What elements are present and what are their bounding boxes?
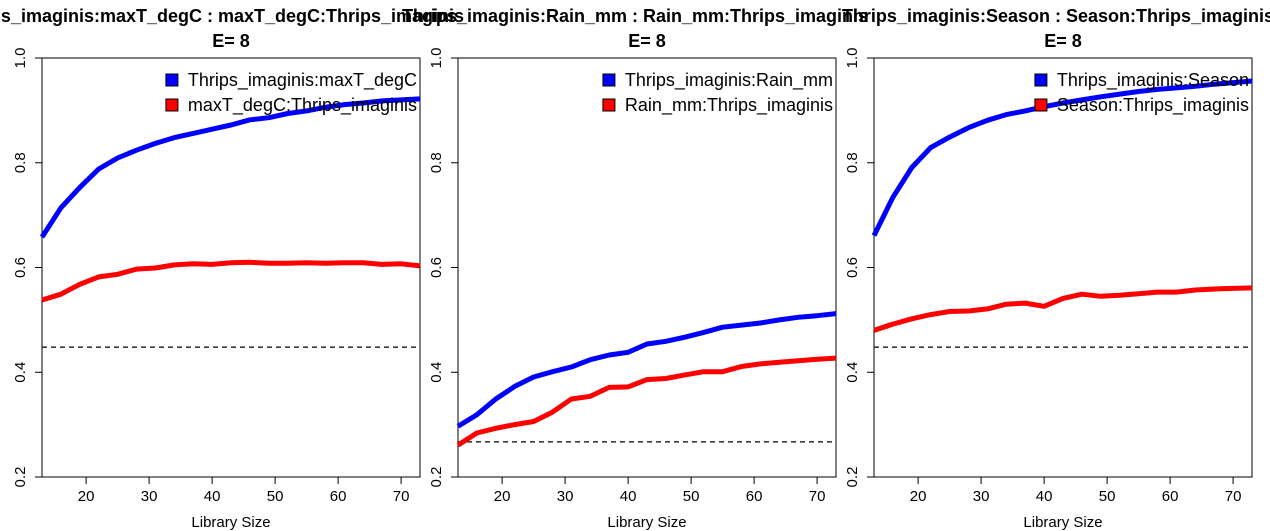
legend: Thrips_imaginis:Rain_mm Rain_mm:Thrips_im… xyxy=(602,70,833,116)
chart-subtitle: E= 8 xyxy=(1044,31,1082,51)
y-tick-label: 1.0 xyxy=(428,48,445,69)
legend-label: Thrips_imaginis:Rain_mm xyxy=(625,70,833,91)
x-axis-label: Library Size xyxy=(1023,514,1102,531)
y-tick-label: 0.2 xyxy=(844,467,861,488)
y-tick-label: 0.4 xyxy=(428,362,445,383)
y-tick-label: 1.0 xyxy=(12,48,29,69)
legend-swatch xyxy=(1034,98,1048,112)
chart-panel-3: Thrips_imaginis:Season : Season:Thrips_i… xyxy=(842,6,1270,531)
chart-title: Thrips_imaginis:Season : Season:Thrips_i… xyxy=(842,6,1270,26)
x-tick-label: 40 xyxy=(1036,488,1053,505)
x-tick-label: 20 xyxy=(494,488,511,505)
x-tick-label: 30 xyxy=(141,488,158,505)
x-axis-label: Library Size xyxy=(607,514,686,531)
legend-swatch xyxy=(602,73,616,87)
x-tick-label: 20 xyxy=(78,488,95,505)
x-tick-label: 40 xyxy=(204,488,221,505)
x-tick-label: 70 xyxy=(809,488,826,505)
y-tick-label: 0.4 xyxy=(12,362,29,383)
legend-swatch xyxy=(165,98,179,112)
y-tick-label: 0.2 xyxy=(12,467,29,488)
y-tick-label: 0.8 xyxy=(428,152,445,173)
x-tick-label: 60 xyxy=(746,488,763,505)
y-tick-label: 1.0 xyxy=(844,48,861,69)
x-tick-label: 40 xyxy=(620,488,637,505)
legend: Thrips_imaginis:Season Season:Thrips_imag… xyxy=(1034,70,1249,116)
x-tick-label: 70 xyxy=(1225,488,1242,505)
y-tick-label: 0.6 xyxy=(844,257,861,278)
y-tick-label: 0.6 xyxy=(12,257,29,278)
y-tick-label: 0.4 xyxy=(844,362,861,383)
x-tick-label: 70 xyxy=(393,488,410,505)
legend-label: Season:Thrips_imaginis xyxy=(1057,95,1249,116)
legend-label: Thrips_imaginis:maxT_degC xyxy=(188,70,417,91)
legend-swatch xyxy=(1034,73,1048,87)
x-tick-label: 20 xyxy=(910,488,927,505)
chart-panel-1: Thrips_imaginis:maxT_degC : maxT_degC:Th… xyxy=(0,6,464,531)
x-tick-label: 50 xyxy=(1099,488,1116,505)
y-tick-label: 0.6 xyxy=(428,257,445,278)
legend-swatch xyxy=(165,73,179,87)
x-tick-label: 50 xyxy=(683,488,700,505)
x-tick-label: 30 xyxy=(973,488,990,505)
chart-subtitle: E= 8 xyxy=(212,31,250,51)
x-tick-label: 60 xyxy=(330,488,347,505)
legend: Thrips_imaginis:maxT_degC maxT_degC:Thrip… xyxy=(165,70,417,116)
chart-subtitle: E= 8 xyxy=(628,31,666,51)
chart-title: Thrips_imaginis:Rain_mm : Rain_mm:Thrips… xyxy=(402,6,868,26)
legend-swatch xyxy=(602,98,616,112)
legend-label: Rain_mm:Thrips_imaginis xyxy=(625,95,833,116)
x-tick-label: 30 xyxy=(557,488,574,505)
x-tick-label: 50 xyxy=(267,488,284,505)
x-axis-label: Library Size xyxy=(191,514,270,531)
chart-title: Thrips_imaginis:maxT_degC : maxT_degC:Th… xyxy=(0,6,464,26)
y-tick-label: 0.8 xyxy=(12,152,29,173)
x-tick-label: 60 xyxy=(1162,488,1179,505)
chart-panel-2: Thrips_imaginis:Rain_mm : Rain_mm:Thrips… xyxy=(402,6,868,531)
legend-label: Thrips_imaginis:Season xyxy=(1057,70,1249,91)
legend-label: maxT_degC:Thrips_imaginis xyxy=(188,95,417,116)
y-tick-label: 0.8 xyxy=(844,152,861,173)
y-tick-label: 0.2 xyxy=(428,467,445,488)
